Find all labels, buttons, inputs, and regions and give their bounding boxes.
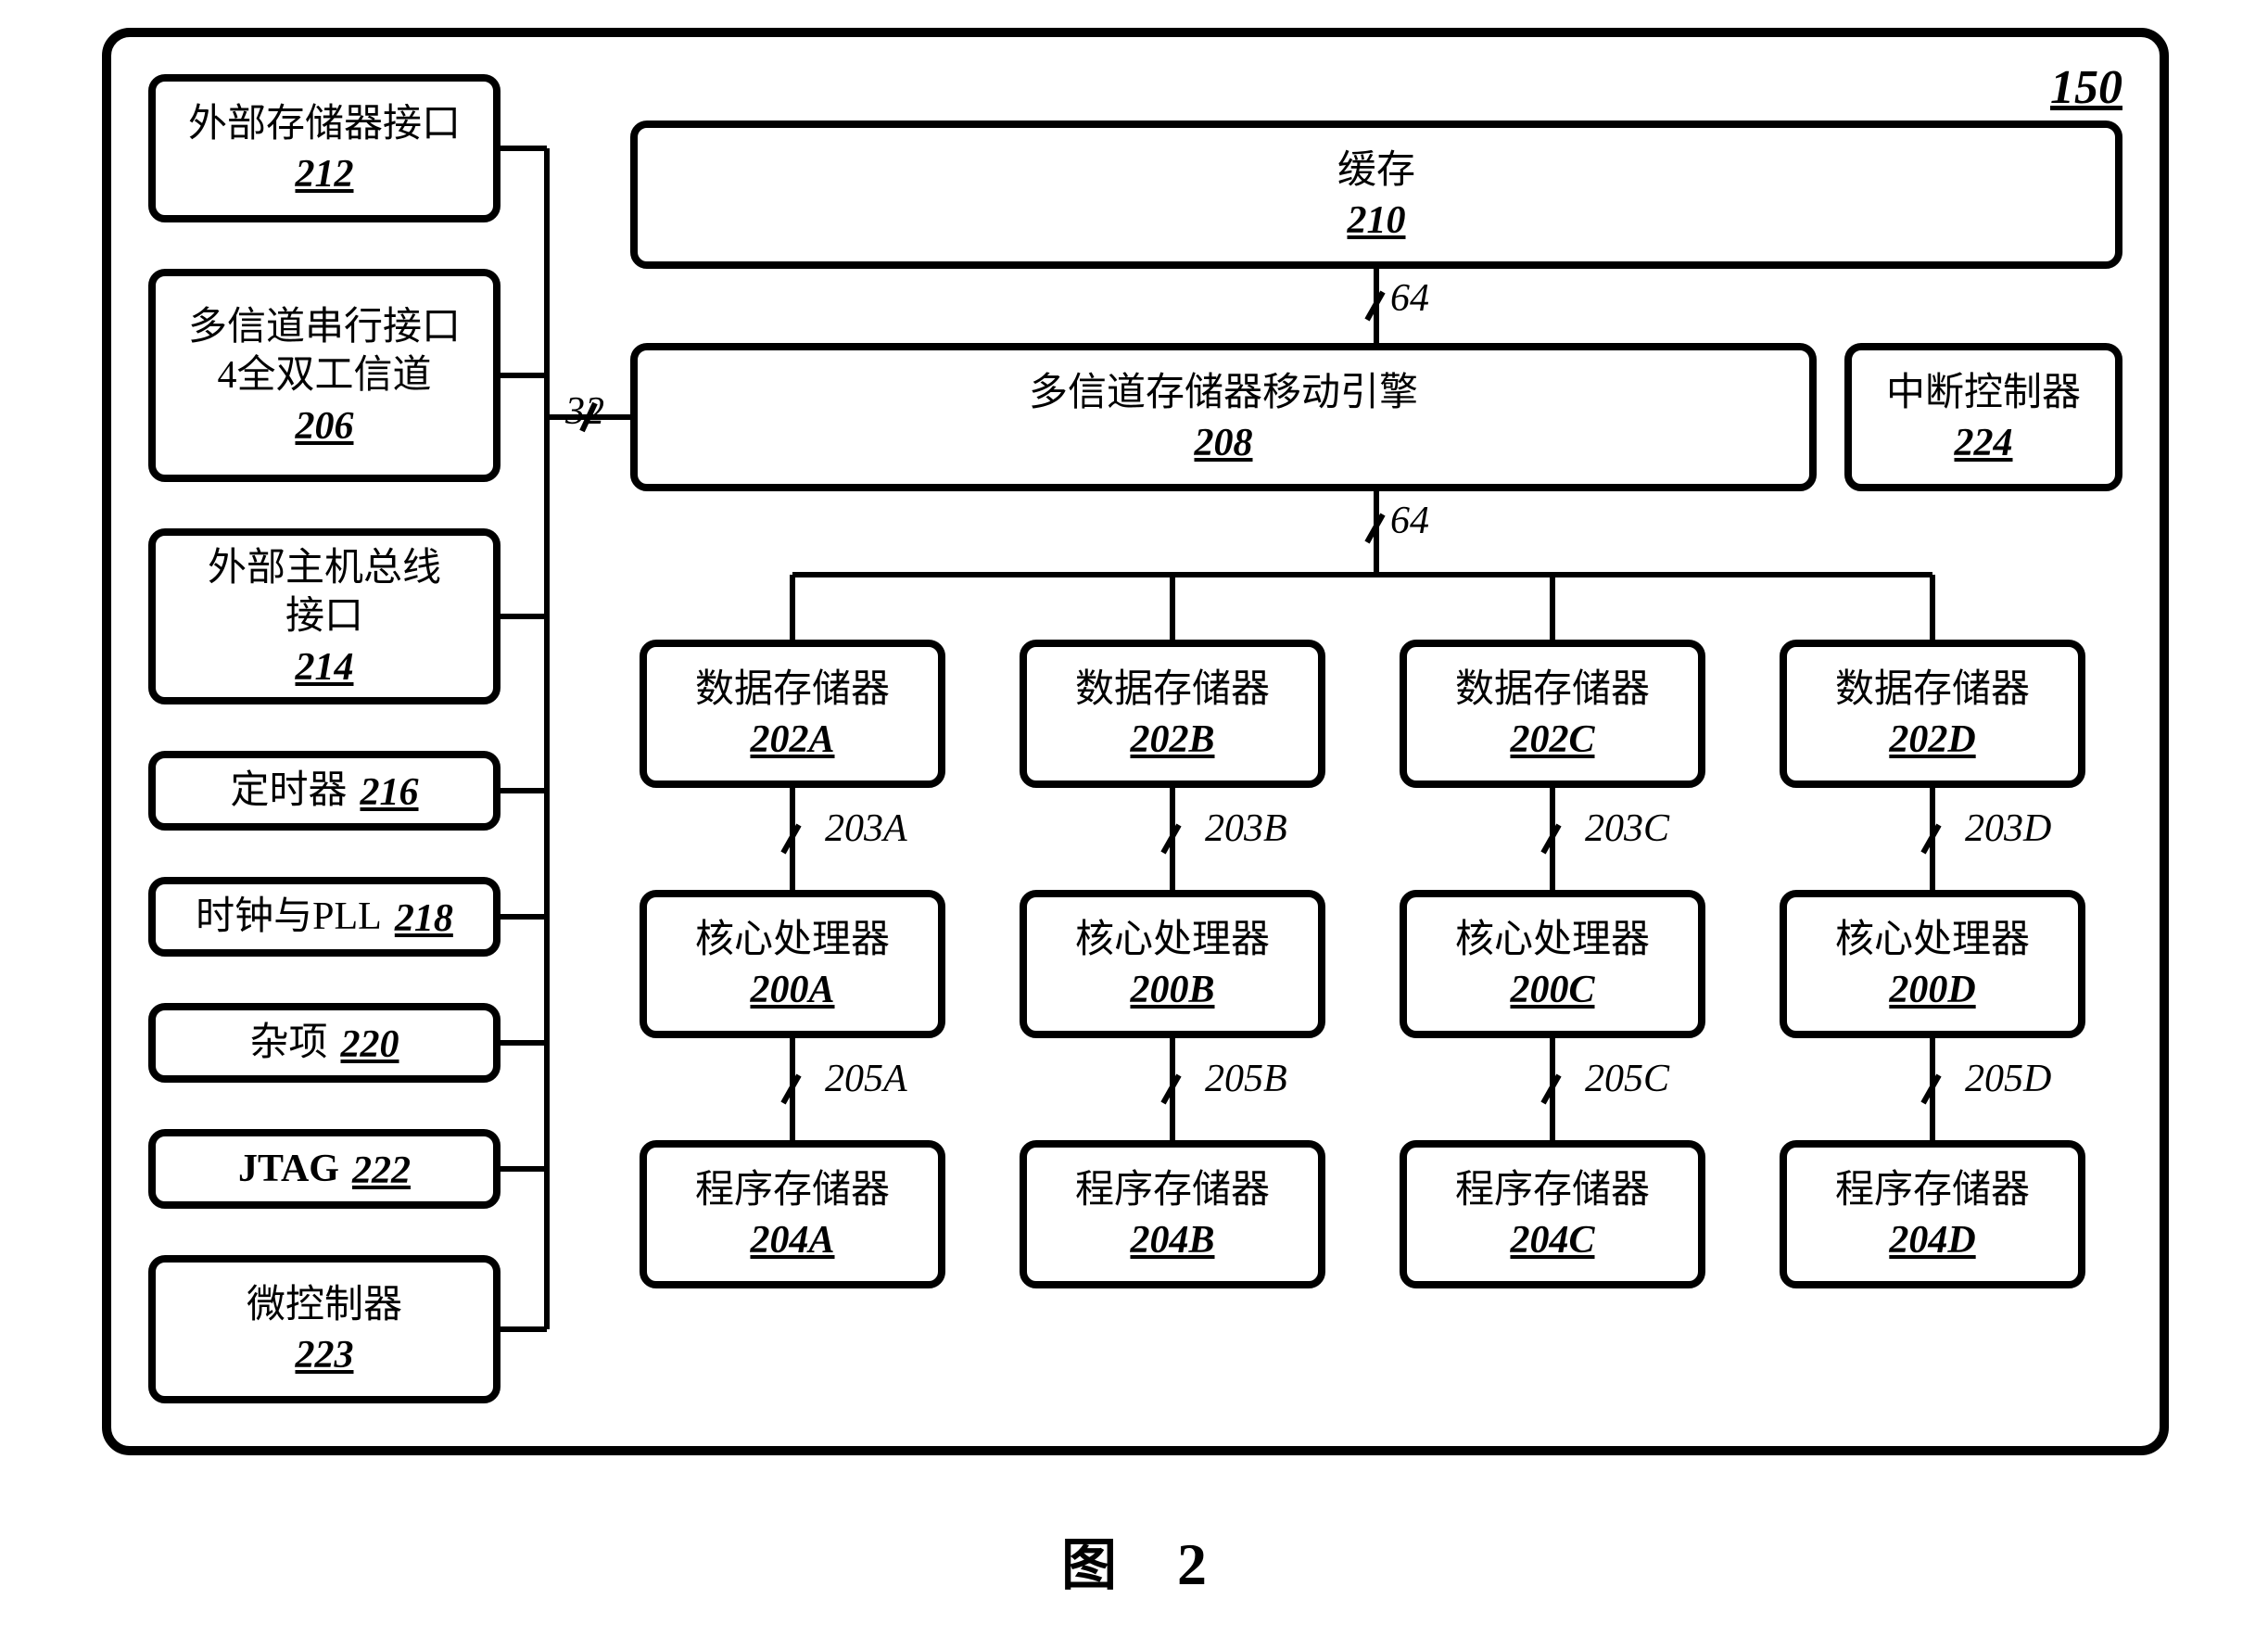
block-core-D: 核心处理器 200D xyxy=(1780,890,2085,1038)
block-jtag: JTAG 222 xyxy=(148,1129,500,1209)
block-pmem-C: 程序存储器 204C xyxy=(1400,1140,1705,1288)
frame-ref-number: 150 xyxy=(2050,60,2122,115)
block-int-ctrl: 中断控制器 224 xyxy=(1844,343,2122,491)
block-mcu: 微控制器 223 xyxy=(148,1255,500,1403)
block-host-bus: 外部主机总线接口 214 xyxy=(148,528,500,704)
block-num: 204A xyxy=(750,1218,834,1263)
block-num: 218 xyxy=(395,896,453,941)
block-timer: 定时器 216 xyxy=(148,751,500,831)
block-num: 208 xyxy=(1195,421,1253,465)
block-num: 210 xyxy=(1348,198,1406,243)
edge-205A: 205A xyxy=(825,1057,907,1101)
block-core-C: 核心处理器 200C xyxy=(1400,890,1705,1038)
block-num: 222 xyxy=(352,1148,411,1193)
block-core-A: 核心处理器 200A xyxy=(640,890,945,1038)
block-label: 数据存储器 xyxy=(695,666,890,715)
bus-label-32: 32 xyxy=(565,389,604,434)
block-label: 程序存储器 xyxy=(1455,1166,1650,1215)
block-label: 核心处理器 xyxy=(1075,916,1270,965)
block-dmem-D: 数据存储器 202D xyxy=(1780,640,2085,788)
block-num: 202D xyxy=(1889,717,1975,762)
block-label: 外部存储器接口 xyxy=(188,100,461,149)
edge-203D: 203D xyxy=(1965,806,2051,851)
block-num: 223 xyxy=(296,1333,354,1377)
edge-203B: 203B xyxy=(1205,806,1287,851)
block-label: 数据存储器 xyxy=(1075,666,1270,715)
bus-label-64-mid: 64 xyxy=(1390,499,1429,543)
block-label: 程序存储器 xyxy=(695,1166,890,1215)
block-core-B: 核心处理器 200B xyxy=(1020,890,1325,1038)
edge-203C: 203C xyxy=(1585,806,1669,851)
block-label: 核心处理器 xyxy=(1835,916,2030,965)
block-serial-if: 多信道串行接口4全双工信道 206 xyxy=(148,269,500,482)
block-label: 多信道存储器移动引擎 xyxy=(1029,369,1418,418)
block-num: 216 xyxy=(361,770,419,815)
block-ext-mem-if: 外部存储器接口 212 xyxy=(148,74,500,222)
block-label: 时钟与PLL xyxy=(196,893,382,942)
block-pmem-A: 程序存储器 204A xyxy=(640,1140,945,1288)
block-num: 202A xyxy=(750,717,834,762)
block-num: 204C xyxy=(1510,1218,1594,1263)
caption-num: 2 xyxy=(1177,1531,1207,1597)
block-engine: 多信道存储器移动引擎 208 xyxy=(630,343,1817,491)
block-label: 中断控制器 xyxy=(1886,369,2081,418)
block-label: 程序存储器 xyxy=(1075,1166,1270,1215)
block-label: 程序存储器 xyxy=(1835,1166,2030,1215)
block-label: 定时器 xyxy=(230,767,347,816)
block-misc: 杂项 220 xyxy=(148,1003,500,1083)
edge-205B: 205B xyxy=(1205,1057,1287,1101)
edge-205C: 205C xyxy=(1585,1057,1669,1101)
block-num: 200C xyxy=(1510,968,1594,1012)
edge-205D: 205D xyxy=(1965,1057,2051,1101)
block-label: 数据存储器 xyxy=(1835,666,2030,715)
block-clk-pll: 时钟与PLL 218 xyxy=(148,877,500,957)
block-num: 202C xyxy=(1510,717,1594,762)
block-dmem-C: 数据存储器 202C xyxy=(1400,640,1705,788)
block-label: 核心处理器 xyxy=(1455,916,1650,965)
block-num: 200A xyxy=(750,968,834,1012)
block-num: 206 xyxy=(296,404,354,449)
block-num: 200D xyxy=(1889,968,1975,1012)
block-label: 外部主机总线接口 xyxy=(208,544,441,641)
bus-label-64-top: 64 xyxy=(1390,276,1429,321)
block-label: 微控制器 xyxy=(247,1281,402,1330)
block-num: 214 xyxy=(296,645,354,690)
block-label: 多信道串行接口4全双工信道 xyxy=(188,303,461,400)
block-dmem-B: 数据存储器 202B xyxy=(1020,640,1325,788)
block-num: 204B xyxy=(1130,1218,1214,1263)
block-num: 212 xyxy=(296,152,354,197)
figure-caption: 图 2 xyxy=(0,1520,2268,1601)
block-label: 杂项 xyxy=(249,1019,327,1068)
block-cache: 缓存 210 xyxy=(630,121,2122,269)
block-label: JTAG xyxy=(238,1145,339,1194)
block-pmem-D: 程序存储器 204D xyxy=(1780,1140,2085,1288)
block-num: 202B xyxy=(1130,717,1214,762)
block-num: 224 xyxy=(1955,421,2013,465)
block-num: 220 xyxy=(341,1022,399,1067)
block-label: 核心处理器 xyxy=(695,916,890,965)
block-label: 缓存 xyxy=(1337,146,1415,196)
block-pmem-B: 程序存储器 204B xyxy=(1020,1140,1325,1288)
diagram-frame: 150 外部存储器接口 212 多信道串行接口4全双工信道 206 外部主机总线… xyxy=(102,28,2169,1455)
block-label: 数据存储器 xyxy=(1455,666,1650,715)
edge-203A: 203A xyxy=(825,806,907,851)
block-num: 200B xyxy=(1130,968,1214,1012)
block-num: 204D xyxy=(1889,1218,1975,1263)
caption-word: 图 xyxy=(1061,1535,1117,1596)
block-dmem-A: 数据存储器 202A xyxy=(640,640,945,788)
